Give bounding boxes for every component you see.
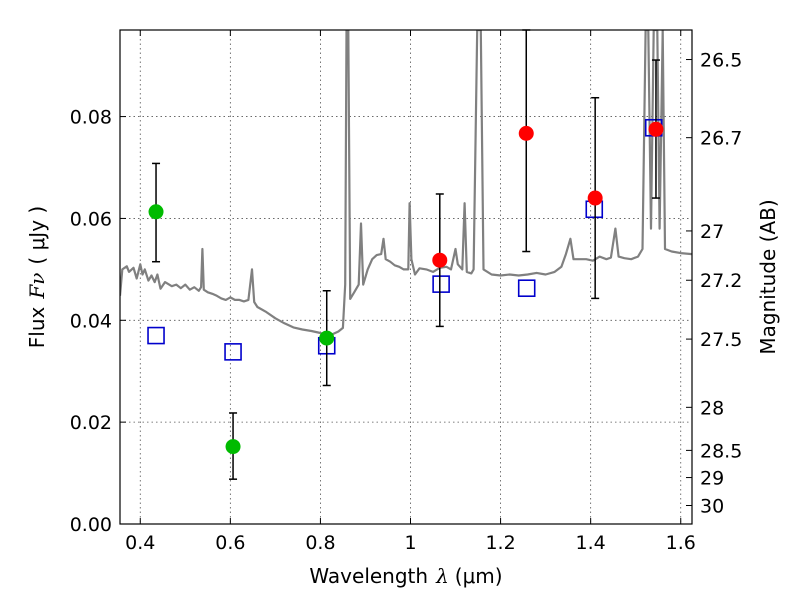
observed-flux-point (518, 125, 534, 141)
model-photometry-square (147, 326, 165, 345)
observed-flux-point (432, 252, 448, 268)
y2-tick-label: 29 (700, 468, 724, 490)
y2-tick-label: 26.5 (700, 50, 742, 72)
observed-flux-point (648, 121, 664, 137)
x-tick-label: 0.4 (125, 532, 155, 554)
y-tick-label: 0.02 (70, 412, 112, 434)
x-tick-label: 1 (404, 532, 416, 554)
y2-tick-label: 27 (700, 221, 724, 243)
y2-axis-label: Magnitude (AB) (756, 199, 780, 354)
y-tick-label: 0.04 (70, 310, 112, 332)
y-tick-label: 0.08 (70, 107, 112, 129)
y2-tick-label: 27.2 (700, 270, 742, 292)
x-axis-label: Wavelength λ (μm) (309, 564, 502, 588)
observed-flux-point (148, 204, 164, 220)
x-tick-label: 1.4 (576, 532, 606, 554)
model-spectrum (120, 30, 692, 337)
y2-tick-label: 28.5 (700, 440, 742, 462)
y-tick-label: 0.00 (70, 514, 112, 536)
x-tick-label: 0.6 (215, 532, 245, 554)
y-tick-label: 0.06 (70, 208, 112, 230)
y-axis-label: FluxFν( μJy ) (25, 206, 49, 348)
model-photometry-square (517, 279, 536, 298)
axis-ticks: 0.4 0.6 0.8 1 1.2 1.4 1.6 0.00 0.02 0.04 0.06 0.08 2… (70, 30, 742, 554)
y2-tick-label: 28 (700, 397, 724, 419)
observed-flux-point (225, 439, 241, 455)
x-tick-label: 1.6 (666, 532, 696, 554)
x-tick-label: 1.2 (485, 532, 515, 554)
model-photometry-square (224, 343, 242, 361)
y2-tick-label: 30 (700, 496, 724, 518)
observed-flux-point (319, 330, 335, 346)
y2-tick-label: 27.5 (700, 329, 742, 351)
model-photometry-square (432, 275, 450, 293)
plot-frame (119, 29, 693, 525)
y2-tick-label: 26.7 (700, 128, 742, 150)
data-points (147, 29, 664, 480)
observed-flux-point (587, 190, 603, 206)
grid (120, 30, 692, 525)
model-spectrum-line (120, 30, 692, 337)
x-tick-label: 0.8 (305, 532, 335, 554)
